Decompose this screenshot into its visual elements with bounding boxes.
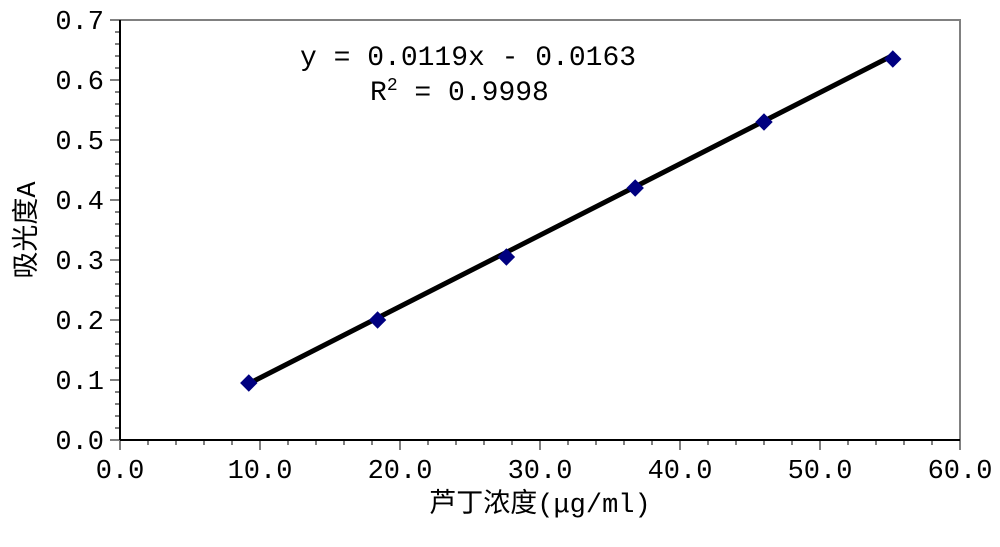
x-axis-label: 芦丁浓度(μg/ml) xyxy=(429,488,650,521)
y-tick-label: 0.3 xyxy=(55,248,104,278)
calibration-chart: 0.0 0.1 0.2 0.3 0.4 0.5 0.6 0.7 0.0 10.0 20.0 30.0 4… xyxy=(0,0,1000,547)
r2-annotation: R2 = 0.9998 xyxy=(370,76,549,109)
x-tick-label: 50.0 xyxy=(788,457,853,487)
x-tick-label: 0.0 xyxy=(96,457,145,487)
x-tick-label: 30.0 xyxy=(508,457,573,487)
x-tick-label: 60.0 xyxy=(928,457,993,487)
y-axis-label: 吸光度A xyxy=(11,181,44,279)
equation-annotation: y = 0.0119x - 0.0163 xyxy=(300,43,636,74)
x-tick-label: 20.0 xyxy=(368,457,433,487)
r2-rest: = 0.9998 xyxy=(398,78,549,109)
y-tick-label: 0.7 xyxy=(55,8,104,38)
y-tick-label: 0.1 xyxy=(55,368,104,398)
y-tick-label: 0.6 xyxy=(55,68,104,98)
data-marker xyxy=(241,375,257,391)
y-tick-label: 0.0 xyxy=(55,428,104,458)
data-marker xyxy=(885,51,901,67)
x-tick-label: 40.0 xyxy=(648,457,713,487)
r2-label: R xyxy=(370,78,387,109)
chart-svg: 0.0 0.1 0.2 0.3 0.4 0.5 0.6 0.7 0.0 10.0 20.0 30.0 4… xyxy=(0,0,1000,547)
y-tick-label: 0.4 xyxy=(55,188,104,218)
y-tick-label: 0.2 xyxy=(55,308,104,338)
x-tick-label: 10.0 xyxy=(228,457,293,487)
regression-line xyxy=(249,55,893,383)
r2-sup: 2 xyxy=(387,76,398,96)
y-tick-label: 0.5 xyxy=(55,128,104,158)
